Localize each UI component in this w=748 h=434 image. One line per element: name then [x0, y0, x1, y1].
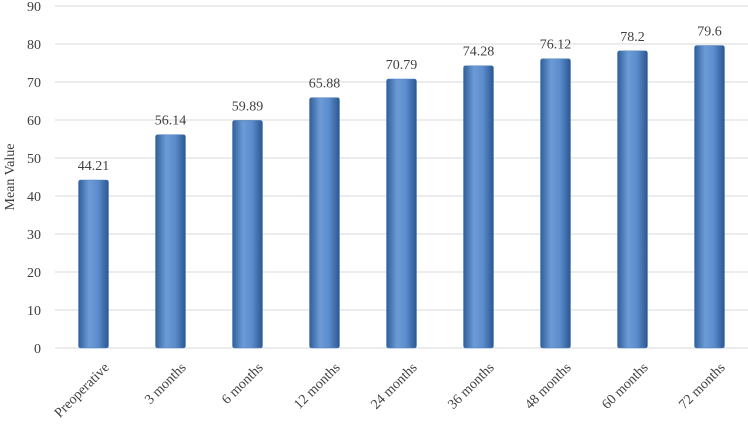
- y-tick-label: 40: [27, 190, 41, 205]
- y-tick-label: 30: [27, 228, 41, 243]
- y-tick-label: 0: [34, 342, 41, 357]
- bar: [309, 97, 340, 349]
- y-tick-label: 90: [27, 0, 41, 15]
- x-tick-label: 48 months: [522, 360, 574, 412]
- y-tick-label: 50: [27, 152, 41, 167]
- x-tick-label: Preoperative: [52, 360, 113, 421]
- y-axis-label: Mean Value: [3, 144, 18, 211]
- data-label: 56.14: [155, 114, 187, 129]
- data-label: 76.12: [540, 38, 572, 53]
- bar: [694, 45, 725, 349]
- x-tick-label: 60 months: [599, 360, 651, 412]
- y-tick-label: 60: [27, 114, 41, 129]
- y-tick-label: 10: [27, 304, 41, 319]
- x-tick-label: 36 months: [445, 360, 497, 412]
- bar: [78, 179, 109, 349]
- bar: [617, 50, 648, 349]
- bar: [386, 78, 417, 349]
- data-label: 44.21: [78, 159, 110, 174]
- y-tick-label: 80: [27, 38, 41, 53]
- data-label: 65.88: [309, 77, 341, 92]
- y-tick-label: 20: [27, 266, 41, 281]
- bar: [155, 134, 186, 349]
- x-tick-label: 3 months: [142, 360, 189, 407]
- bar: [540, 58, 571, 349]
- x-tick-label: 6 months: [219, 360, 266, 407]
- data-label: 78.2: [620, 30, 645, 45]
- data-label: 59.89: [232, 99, 264, 114]
- data-label: 74.28: [463, 45, 495, 60]
- y-tick-label: 70: [27, 76, 41, 91]
- data-label: 70.79: [386, 58, 418, 73]
- x-tick-label: 72 months: [676, 360, 728, 412]
- bar: [463, 65, 494, 349]
- bar: [232, 120, 263, 349]
- x-tick-label: 12 months: [291, 360, 343, 412]
- x-tick-label: 24 months: [368, 360, 420, 412]
- data-label: 79.6: [697, 25, 722, 40]
